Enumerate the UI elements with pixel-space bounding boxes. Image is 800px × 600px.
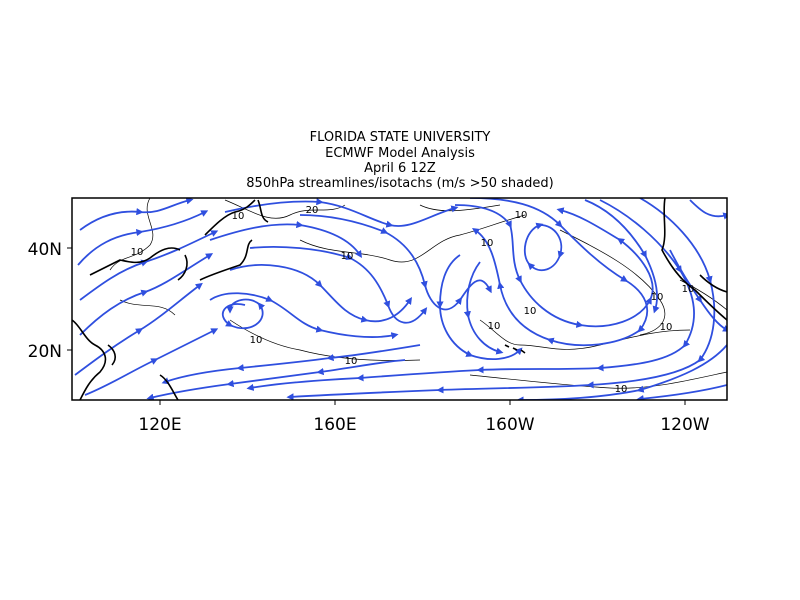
lon-label: 120W [660, 415, 709, 435]
contour-label: 10 [651, 292, 664, 303]
contour-label: 10 [481, 238, 494, 249]
lon-label: 160E [313, 415, 356, 435]
title-line: FLORIDA STATE UNIVERSITY [310, 130, 491, 145]
streamlines [74, 198, 727, 400]
lon-labels: 120E 160E 160W 120W [138, 415, 709, 435]
map-area: 10 20 10 10 10 10 10 10 10 10 10 10 10 1… [72, 198, 727, 400]
contour-label: 10 [615, 384, 628, 395]
title-line: April 6 12Z [364, 161, 436, 176]
lat-labels: 40N 20N [28, 240, 62, 362]
title: FLORIDA STATE UNIVERSITY ECMWF Model Ana… [246, 130, 553, 191]
contour-label: 10 [488, 321, 501, 332]
contour-label: 10 [660, 322, 673, 333]
lon-label: 160W [485, 415, 534, 435]
lon-label: 120E [138, 415, 181, 435]
contour-label: 20 [306, 205, 319, 216]
map-frame [71, 197, 728, 401]
lat-label: 40N [28, 240, 62, 260]
axis-ticks [67, 247, 686, 405]
contour-label: 10 [232, 211, 245, 222]
contour-label: 10 [250, 335, 263, 346]
lat-label: 20N [28, 342, 62, 362]
contour-label: 10 [515, 210, 528, 221]
contour-label: 10 [131, 247, 144, 258]
coastlines [72, 198, 727, 400]
contour-label: 10 [345, 356, 358, 367]
title-line: 850hPa streamlines/isotachs (m/s >50 sha… [246, 176, 553, 191]
title-line: ECMWF Model Analysis [325, 146, 475, 161]
contour-labels: 10 20 10 10 10 10 10 10 10 10 10 10 10 1… [131, 205, 695, 395]
contour-label: 10 [524, 306, 537, 317]
contour-label: 10 [341, 251, 354, 262]
isotach-contours [109, 198, 727, 389]
contour-label: 10 [682, 284, 695, 295]
